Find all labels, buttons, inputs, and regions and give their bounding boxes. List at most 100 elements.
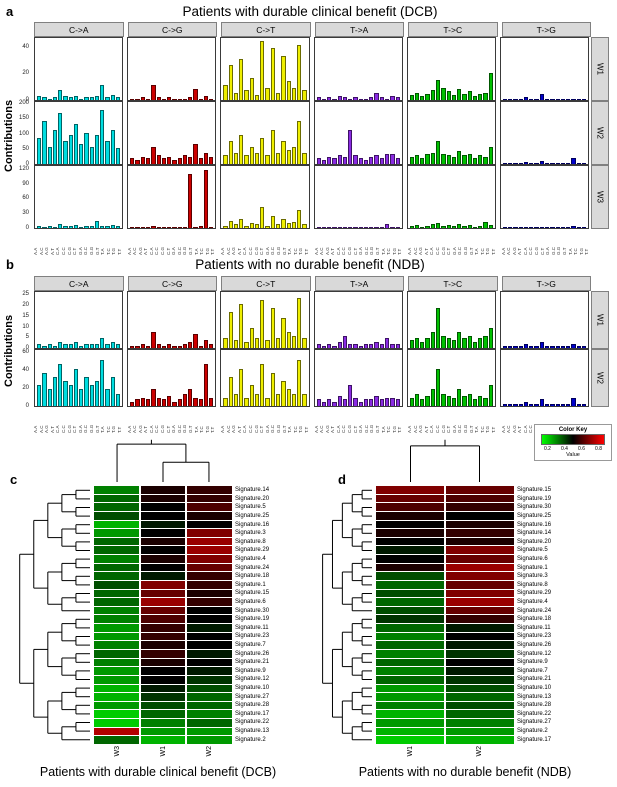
- signature-row-label: Signature.5: [517, 547, 548, 554]
- facet-panel: [406, 37, 496, 101]
- contribution-bar: [63, 344, 68, 348]
- contribution-bar: [544, 346, 550, 348]
- contribution-bar: [508, 163, 513, 164]
- contribution-bar: [560, 98, 566, 100]
- contribution-bar: [446, 155, 451, 164]
- signature-labels: Signature.15 Signature.19 Signature.30 Sign…: [517, 486, 590, 744]
- contribution-bar: [327, 156, 332, 164]
- signature-row-label: Signature.21: [517, 676, 552, 683]
- contribution-bar: [244, 225, 249, 228]
- heatmap-cell: [187, 632, 232, 641]
- contribution-bar: [161, 399, 167, 406]
- contribution-bar: [342, 97, 348, 100]
- contribution-bar: [513, 346, 518, 348]
- y-axis: 0 5 10 15 20 25: [8, 291, 32, 351]
- x-tick-label: A.C: [507, 425, 512, 433]
- x-tick-label: C.C: [248, 247, 253, 255]
- contribution-bar: [244, 342, 249, 348]
- facet-panel: [34, 101, 124, 165]
- contribution-bar: [342, 399, 348, 406]
- heatmap-cell: [140, 606, 186, 615]
- contribution-bar: [79, 226, 84, 228]
- bar-group: [502, 168, 587, 228]
- x-tick-label: C.G: [161, 424, 166, 433]
- signature-row-label: Signature.14: [235, 487, 270, 494]
- contribution-bar: [94, 381, 100, 406]
- facet-panel: [406, 291, 496, 349]
- contribution-bar: [161, 346, 167, 348]
- signature-row-label: Signature.19: [517, 495, 552, 502]
- facet-panel: [313, 37, 403, 101]
- contribution-bar: [156, 397, 161, 406]
- contribution-bar: [281, 56, 286, 100]
- signature-row-label: Signature.24: [517, 607, 552, 614]
- x-tick-label: G.T: [189, 247, 194, 256]
- x-tick-label: A.A: [221, 247, 225, 255]
- contribution-bar: [508, 227, 513, 228]
- heatmap-cell: [187, 494, 232, 503]
- contribution-bar: [513, 99, 518, 100]
- contribution-bar: [358, 158, 363, 164]
- contribution-bar: [358, 401, 363, 406]
- contribution-bar: [483, 397, 488, 406]
- contribution-bar: [457, 151, 462, 164]
- signature-row-label: Signature.25: [235, 513, 270, 520]
- y-tick-label: 30: [22, 210, 29, 217]
- contribution-bar: [327, 227, 332, 228]
- signature-row-label: Signature.19: [235, 616, 270, 623]
- contribution-bar: [89, 97, 94, 100]
- x-tick-label: C.G: [348, 246, 353, 255]
- facet-panel: [34, 165, 124, 229]
- contribution-bar: [209, 156, 214, 164]
- contribution-bar: [203, 96, 209, 100]
- contribution-bar: [379, 227, 384, 228]
- heatmap-cell: [187, 615, 232, 624]
- facet-strip-label: C->A: [34, 22, 124, 37]
- heatmap-cell: [94, 529, 139, 537]
- x-tick-label: C.C: [435, 247, 440, 255]
- heatmap-cell: [446, 684, 514, 693]
- contribution-bar: [84, 344, 89, 348]
- signature-row-label: Signature.27: [235, 693, 270, 700]
- contribution-bar: [94, 96, 100, 100]
- contribution-bar: [297, 298, 302, 348]
- contribution-bar: [358, 227, 363, 228]
- facet-strip-label: T->C: [408, 22, 498, 37]
- contribution-bar: [177, 346, 182, 348]
- ndb-signature-bar-chart: C->A C->G C->T T->A T->C T->G 0 5 10 15 20 25 W1 0 20 4…: [8, 276, 610, 433]
- y-tick-label: 0: [25, 403, 29, 409]
- x-tick-label: A.A: [408, 247, 412, 255]
- contribution-bar: [228, 141, 233, 164]
- x-tick-label: G.A: [359, 247, 364, 255]
- contribution-bar: [105, 225, 110, 228]
- contribution-bar: [457, 389, 462, 406]
- heatmap-cell: [376, 598, 444, 606]
- contribution-bar: [576, 162, 581, 164]
- heatmap-cell: [94, 701, 139, 710]
- x-tick-label: G.G: [276, 424, 281, 433]
- heatmap-cell: [187, 503, 232, 511]
- contribution-bar: [89, 344, 94, 348]
- heatmap-cell: [140, 511, 186, 520]
- contribution-bar: [430, 389, 436, 406]
- contribution-bar: [390, 153, 395, 164]
- y-tick-label: 120: [18, 165, 29, 172]
- contribution-bar: [523, 401, 529, 406]
- contribution-bar: [167, 226, 172, 228]
- x-tick-label: C.C: [435, 425, 440, 433]
- x-tick-label: A.C: [133, 425, 138, 433]
- contribution-bar: [430, 224, 436, 228]
- heatmap-cell: [446, 589, 514, 598]
- contribution-bar: [316, 399, 321, 406]
- signature-row-label: Signature.1: [235, 581, 266, 588]
- contribution-bar: [42, 97, 47, 100]
- contribution-bar: [502, 98, 508, 100]
- contribution-bar: [451, 95, 457, 100]
- contribution-bar: [467, 91, 472, 100]
- x-tick-label: C.C: [61, 425, 66, 433]
- color-key-tick: 0.6: [578, 446, 585, 452]
- bar-group: [316, 40, 401, 100]
- sample-strip-label: W3: [591, 165, 610, 229]
- contribution-bar: [332, 158, 337, 164]
